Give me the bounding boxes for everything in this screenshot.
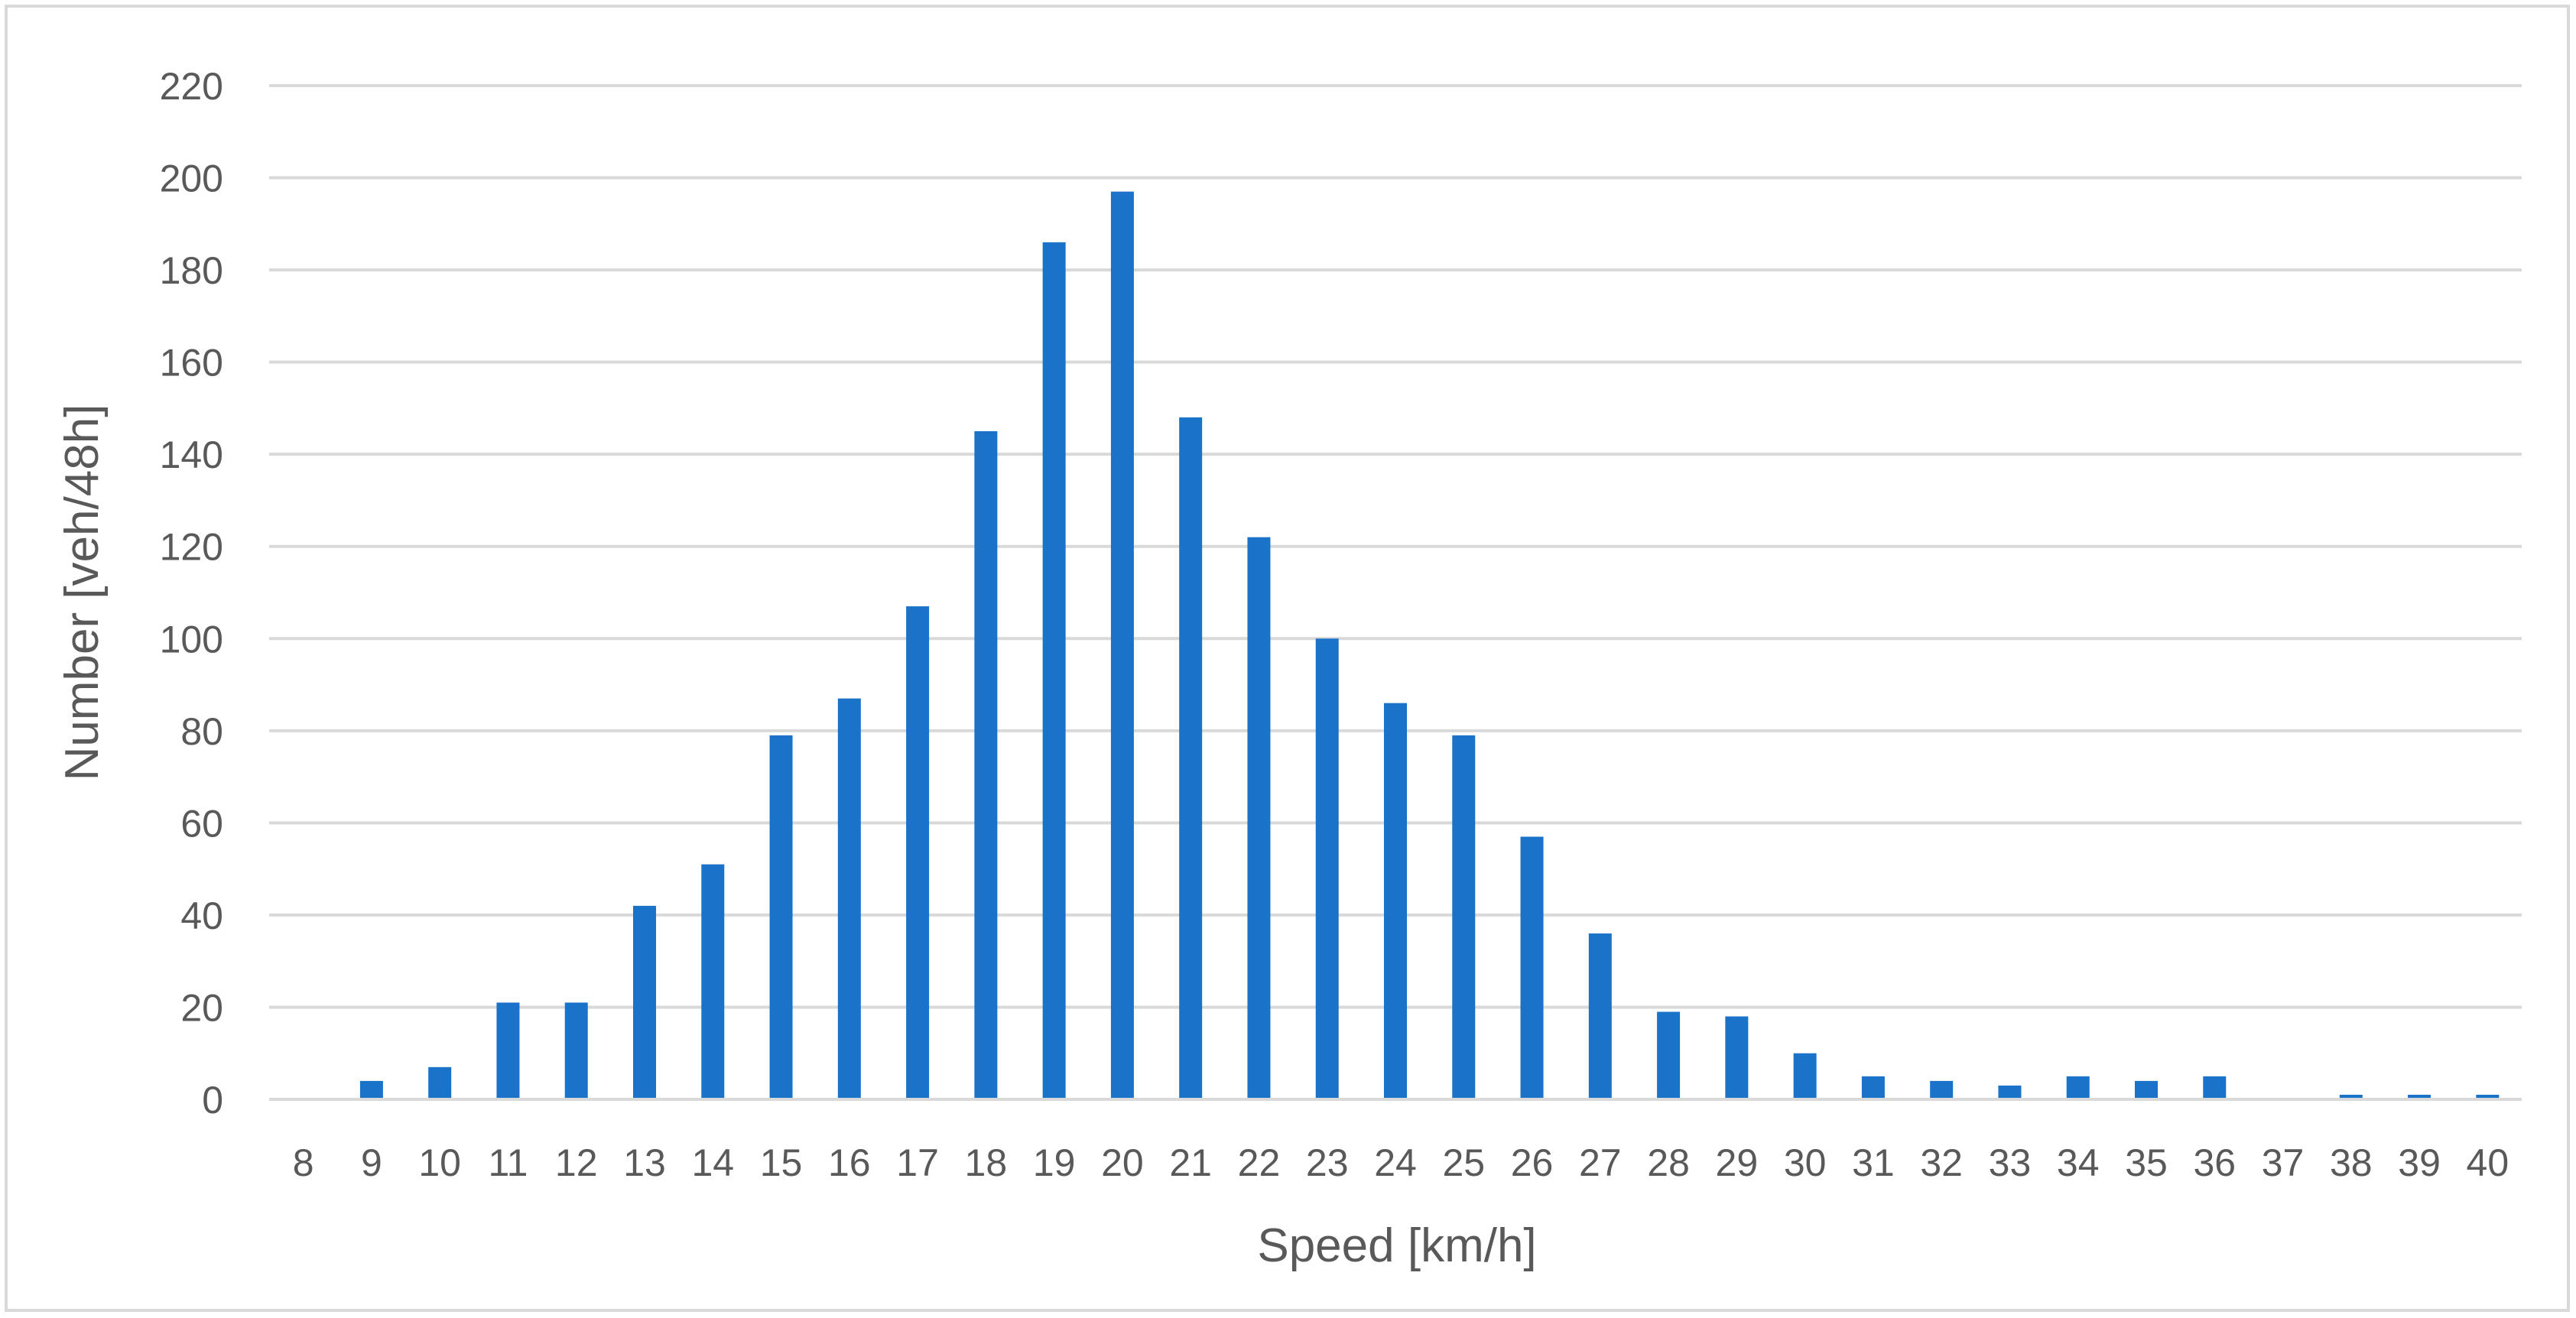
bar <box>2066 1076 2090 1099</box>
x-tick-label: 32 <box>1920 1141 1963 1184</box>
x-axis-title: Speed [km/h] <box>1257 1219 1536 1272</box>
bar <box>1520 836 1544 1099</box>
x-tick-label: 31 <box>1852 1141 1895 1184</box>
x-tick-label: 33 <box>1989 1141 2032 1184</box>
y-tick-label: 0 <box>202 1079 223 1122</box>
x-tick-label: 37 <box>2262 1141 2305 1184</box>
x-tick-label: 8 <box>293 1141 314 1184</box>
bar <box>2203 1076 2227 1099</box>
bar <box>2339 1094 2363 1099</box>
x-tick-label: 14 <box>691 1141 734 1184</box>
x-tick-label: 38 <box>2330 1141 2373 1184</box>
bar <box>2476 1094 2500 1099</box>
y-axis-ticks: 0 20 40 60 80 100 120 140 160 180 200 220 <box>160 65 223 1122</box>
y-tick-label: 220 <box>160 65 223 108</box>
bar <box>1657 1011 1681 1099</box>
x-tick-label: 34 <box>2057 1141 2100 1184</box>
x-tick-label: 30 <box>1784 1141 1827 1184</box>
bar <box>974 431 998 1099</box>
bar <box>2135 1080 2158 1099</box>
bar <box>1998 1085 2022 1099</box>
bar <box>496 1002 520 1099</box>
x-tick-label: 11 <box>489 1141 528 1184</box>
bars <box>359 191 2500 1100</box>
x-axis-ticks: 8 9 10 11 12 13 14 15 16 17 18 19 20 21 22 23 24 25 26 27 28… <box>293 1141 2509 1184</box>
y-tick-label: 180 <box>160 249 223 292</box>
y-tick-label: 200 <box>160 157 223 200</box>
bar <box>1247 537 1271 1099</box>
x-tick-label: 39 <box>2398 1141 2441 1184</box>
bar <box>1725 1016 1749 1099</box>
x-tick-label: 12 <box>555 1141 598 1184</box>
x-tick-label: 13 <box>623 1141 666 1184</box>
x-tick-label: 23 <box>1306 1141 1349 1184</box>
x-tick-label: 27 <box>1579 1141 1622 1184</box>
bar <box>428 1066 452 1099</box>
bar <box>701 864 725 1099</box>
y-tick-label: 60 <box>180 802 223 845</box>
y-tick-label: 80 <box>180 710 223 753</box>
y-tick-label: 40 <box>180 894 223 937</box>
bar <box>1042 242 1066 1100</box>
bar <box>564 1002 588 1099</box>
bar <box>2408 1094 2431 1099</box>
x-tick-label: 17 <box>896 1141 939 1184</box>
y-tick-label: 100 <box>160 618 223 661</box>
bar <box>633 905 656 1099</box>
x-tick-label: 35 <box>2125 1141 2168 1184</box>
bar <box>1793 1053 1817 1099</box>
x-tick-label: 24 <box>1374 1141 1417 1184</box>
y-axis-title: Number [veh/48h] <box>56 404 109 781</box>
x-tick-label: 19 <box>1033 1141 1076 1184</box>
bar <box>837 698 861 1099</box>
x-tick-label: 21 <box>1169 1141 1212 1184</box>
x-tick-label: 29 <box>1716 1141 1759 1184</box>
x-tick-label: 10 <box>418 1141 461 1184</box>
x-tick-label: 20 <box>1101 1141 1144 1184</box>
x-tick-label: 36 <box>2193 1141 2236 1184</box>
bar <box>1930 1080 1954 1099</box>
bar <box>906 606 930 1099</box>
x-tick-label: 16 <box>828 1141 871 1184</box>
bar <box>1179 417 1203 1099</box>
x-tick-label: 28 <box>1647 1141 1690 1184</box>
y-tick-label: 120 <box>160 526 223 569</box>
y-tick-label: 160 <box>160 342 223 385</box>
bar <box>359 1080 383 1099</box>
bar <box>769 735 793 1099</box>
bar <box>1452 735 1476 1099</box>
x-tick-label: 18 <box>965 1141 1008 1184</box>
x-tick-label: 26 <box>1511 1141 1554 1184</box>
x-tick-label: 15 <box>760 1141 803 1184</box>
bar <box>1384 703 1407 1099</box>
y-tick-label: 20 <box>180 986 223 1029</box>
y-tick-label: 140 <box>160 433 223 476</box>
x-tick-label: 40 <box>2467 1141 2509 1184</box>
bar <box>1588 933 1612 1099</box>
bar <box>1861 1076 1885 1099</box>
x-tick-label: 25 <box>1442 1141 1485 1184</box>
x-tick-label: 22 <box>1238 1141 1281 1184</box>
bar <box>1110 191 1134 1099</box>
x-tick-label: 9 <box>361 1141 382 1184</box>
bar <box>1315 638 1339 1099</box>
